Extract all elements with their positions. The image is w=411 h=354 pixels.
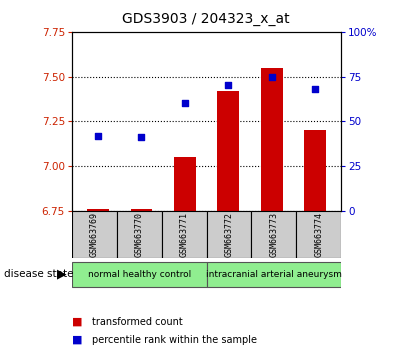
Text: GSM663773: GSM663773: [269, 212, 278, 257]
Bar: [174, 157, 196, 211]
Text: GSM663771: GSM663771: [180, 212, 189, 257]
Text: ▶: ▶: [57, 268, 67, 281]
Bar: [131, 209, 152, 211]
Bar: [117, 211, 162, 258]
Bar: [206, 262, 341, 287]
Bar: [252, 211, 296, 258]
Text: GSM663770: GSM663770: [135, 212, 144, 257]
Bar: [162, 211, 206, 258]
Point: [225, 82, 231, 88]
Bar: [304, 130, 326, 211]
Bar: [87, 209, 109, 211]
Point: [312, 86, 319, 92]
Point: [138, 135, 145, 140]
Text: GSM663772: GSM663772: [224, 212, 233, 257]
Bar: [261, 68, 282, 211]
Point: [182, 101, 188, 106]
Text: intracranial arterial aneurysm: intracranial arterial aneurysm: [206, 270, 342, 279]
Text: ■: ■: [72, 317, 83, 327]
Text: disease state: disease state: [4, 269, 74, 279]
Point: [95, 133, 101, 138]
Text: percentile rank within the sample: percentile rank within the sample: [92, 335, 257, 345]
Bar: [296, 211, 341, 258]
Text: GSM663774: GSM663774: [314, 212, 323, 257]
Text: GSM663769: GSM663769: [90, 212, 99, 257]
Text: ■: ■: [72, 335, 83, 345]
Text: transformed count: transformed count: [92, 317, 183, 327]
Point: [268, 74, 275, 79]
Bar: [206, 211, 252, 258]
Bar: [72, 262, 206, 287]
Bar: [72, 211, 117, 258]
Bar: [217, 91, 239, 211]
Text: normal healthy control: normal healthy control: [88, 270, 191, 279]
Text: GDS3903 / 204323_x_at: GDS3903 / 204323_x_at: [122, 12, 289, 27]
